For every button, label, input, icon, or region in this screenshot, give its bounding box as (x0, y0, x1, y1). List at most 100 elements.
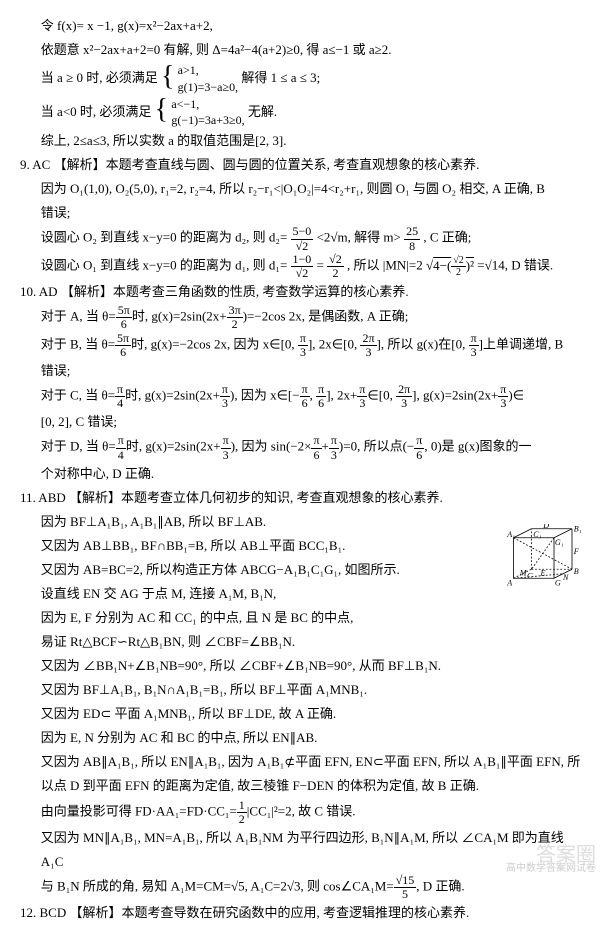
cube-figure: A₁ D B₁ G₁ C₁ F A C G B E N M (500, 524, 590, 619)
q11-l9: 又因为 ED⊂ 平面 A₁MNB₁, 所以 BF⊥DE, 故 A 正确. (20, 702, 584, 726)
case-row: g(−1)=3a+3≥0, (171, 112, 244, 129)
cases-2: a<−1, g(−1)=3a+3≥0, (171, 96, 244, 130)
svg-text:G₁: G₁ (555, 538, 564, 547)
t: 对于 B, 当 θ= (41, 336, 115, 351)
text: , C 正确; (423, 230, 471, 245)
t: )=−2cos 2x, 是偶函数, A 正确; (243, 309, 409, 324)
d: 6 (311, 449, 321, 462)
num: 5−0 (291, 225, 314, 239)
fraction: π6 (414, 434, 424, 461)
n: π (311, 434, 321, 448)
q9-tag: 【解析】本题考查直线与圆、圆与圆的位置关系, 考查直观想象的核心素养. (54, 157, 480, 172)
d: 3 (298, 346, 308, 359)
svg-text:B₁: B₁ (574, 524, 582, 533)
fraction: 5π6 (116, 304, 132, 331)
svg-text:A₁: A₁ (506, 530, 515, 539)
q12-num: 12. BCD (20, 905, 66, 920)
fraction: 258 (404, 225, 420, 252)
d: 6 (116, 318, 132, 331)
den: √2 (291, 240, 314, 253)
q11-l14: 与 B₁N 所成的角, 易知 A₁M=CM=√5, A₁C=2√3, 则 cos… (20, 874, 584, 901)
t: ], 2x∈[0, (308, 336, 360, 351)
t: 时, g(x)=2sin(2x+ (132, 309, 227, 324)
text: =√14, D 错误. (477, 258, 553, 273)
n: 1 (237, 799, 247, 813)
t: )=0, 所以点(− (339, 439, 414, 454)
n: 3π (227, 304, 243, 318)
d: 5 (394, 888, 417, 901)
t: ], 所以 g(x)在[0, (377, 336, 469, 351)
t: ), 因为 x∈[− (230, 388, 300, 403)
svg-text:C: C (527, 571, 533, 580)
n: 5π (115, 332, 131, 346)
d: 4 (116, 449, 126, 462)
q11-l11: 又因为 AB∥A₁B₁, 所以 EN∥A₁B₁, 因为 A₁B₁⊄平面 EFN,… (20, 750, 584, 774)
fraction: √22 (327, 253, 344, 280)
d: 3 (498, 397, 508, 410)
t: 对于 C, 当 θ= (41, 388, 115, 403)
t: 时, g(x)=−2cos 2x, 因为 x∈[0, (131, 336, 298, 351)
brace-icon: { (155, 96, 168, 124)
sqrt-expr: √4−(√22)² (426, 258, 474, 273)
q10-d2: 个对称中心, D 正确. (20, 462, 584, 486)
t: 对于 D, 当 θ= (41, 439, 116, 454)
fraction: π3 (498, 383, 508, 410)
n: π (316, 383, 326, 397)
svg-text:F: F (573, 547, 579, 556)
svg-text:A: A (506, 578, 512, 587)
den: √2 (291, 267, 314, 280)
d: 4 (115, 397, 125, 410)
n: π (357, 383, 367, 397)
case-row: a>1, (178, 62, 238, 79)
svg-text:M: M (519, 569, 528, 578)
q11-num: 11. ABD (20, 490, 66, 505)
q9-p1: 因为 O₁(1,0), O₂(5,0), r₁=2, r₂=4, 所以 r₂−r… (20, 177, 584, 201)
fraction: π3 (357, 383, 367, 410)
q11-body: A₁ D B₁ G₁ C₁ F A C G B E N M 因为 BF⊥A₁B₁… (20, 510, 584, 901)
fraction: 3π2 (227, 304, 243, 331)
fraction: π6 (300, 383, 310, 410)
t: 由向量投影可得 FD·AA₁=FD·CC₁= (41, 803, 237, 818)
d: 6 (414, 449, 424, 462)
pre-line-2: 依题意 x²−2ax+a+2=0 有解, 则 Δ=4a²−4(a+2)≥0, 得… (20, 38, 584, 62)
t: 时, g(x)=2sin(2x+ (125, 388, 220, 403)
d: 6 (115, 346, 131, 359)
d: 3 (220, 397, 230, 410)
t: , 0)是 g(x)图象的一 (424, 439, 531, 454)
n: π (116, 434, 126, 448)
t: ), 因为 sin(−2× (231, 439, 312, 454)
fraction: π4 (116, 434, 126, 461)
t: 时, g(x)=2sin(2x+ (126, 439, 221, 454)
q12-header: 12. BCD 【解析】本题考查导数在研究函数中的应用, 考查逻辑推理的核心素养… (20, 901, 584, 925)
n: π (115, 383, 125, 397)
q10-c: 对于 C, 当 θ=π4时, g(x)=2sin(2x+π3), 因为 x∈[−… (20, 383, 584, 410)
den: 8 (404, 240, 420, 253)
q11-l8: 又因为 BF⊥A₁B₁, B₁N∩A₁B₁=B₁, 所以 BF⊥平面 A₁MNB… (20, 678, 584, 702)
num: 1−0 (291, 253, 314, 267)
d: 3 (329, 449, 339, 462)
text: 设圆心 O₁ 到直线 x−y=0 的距离为 d₁, 则 d₁= (41, 258, 287, 273)
q12-tag: 【解析】本题考查导数在研究函数中的应用, 考查逻辑推理的核心素养. (69, 905, 469, 920)
fraction: 2π3 (360, 332, 376, 359)
svg-text:C₁: C₁ (533, 530, 541, 539)
fraction: π3 (221, 434, 231, 461)
t: ], g(x)=2sin(2x+ (412, 388, 498, 403)
t: |CC₁|²=2, 故 C 错误. (247, 803, 356, 818)
fraction: 2π3 (396, 383, 412, 410)
t: 对于 A, 当 θ= (41, 309, 116, 324)
t: + (322, 439, 329, 454)
svg-text:D: D (542, 524, 549, 530)
n: π (498, 383, 508, 397)
d: 6 (316, 397, 326, 410)
fraction: √155 (394, 874, 417, 901)
q10-num: 10. AD (20, 284, 58, 299)
pre-line-1: 令 f(x)= x −1, g(x)=x²−2ax+a+2, (20, 14, 584, 38)
q10-b: 对于 B, 当 θ=5π6时, g(x)=−2cos 2x, 因为 x∈[0, … (20, 332, 584, 359)
q11-l12: 由向量投影可得 FD·AA₁=FD·CC₁=12|CC₁|²=2, 故 C 错误… (20, 799, 584, 826)
fraction: π3 (298, 332, 308, 359)
pre-l4-b: 无解. (248, 103, 277, 118)
q11-l13: 又因为 MN∥A₁B₁, MN=A₁B₁, 所以 A₁B₁NM 为平行四边形, … (20, 826, 584, 874)
fraction: π3 (220, 383, 230, 410)
fraction: 12 (237, 799, 247, 826)
q11-l11b: 以点 D 到平面 EFN 的距离为定值, 故三棱锥 F−DEN 的体积为定值, … (20, 774, 584, 798)
